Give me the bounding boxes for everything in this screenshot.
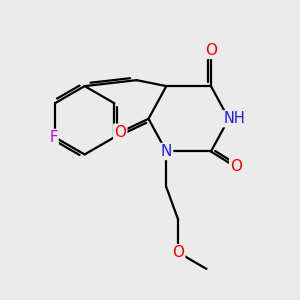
Text: O: O: [205, 43, 217, 58]
Text: O: O: [230, 159, 242, 174]
Text: O: O: [172, 245, 184, 260]
Text: N: N: [161, 144, 172, 159]
Text: NH: NH: [224, 111, 246, 126]
Text: F: F: [50, 130, 58, 145]
Text: O: O: [114, 125, 126, 140]
